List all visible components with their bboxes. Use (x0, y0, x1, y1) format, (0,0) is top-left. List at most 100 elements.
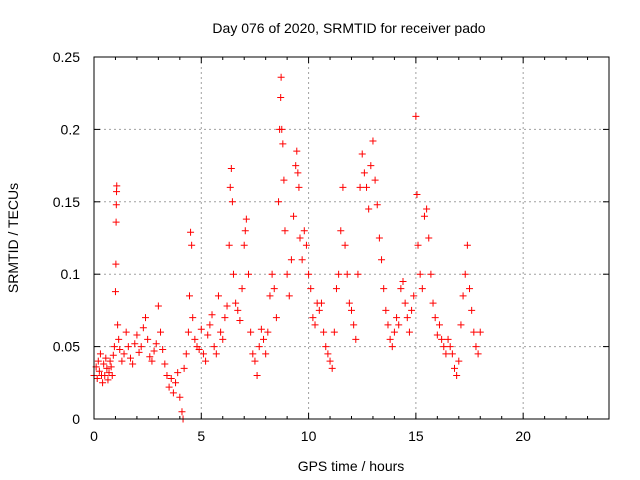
data-point (350, 321, 358, 329)
data-point (412, 112, 420, 120)
data-point (468, 306, 476, 314)
data-point (226, 183, 234, 191)
data-point (174, 369, 182, 377)
data-point (195, 345, 203, 353)
data-point (182, 350, 190, 358)
data-point (429, 299, 437, 307)
data-point (339, 183, 347, 191)
data-point (365, 205, 373, 213)
data-point (440, 343, 448, 351)
data-point (375, 234, 383, 242)
data-point (135, 348, 143, 356)
data-point (300, 227, 308, 235)
data-point (345, 299, 353, 307)
data-point (185, 292, 193, 300)
data-point (101, 372, 109, 380)
data-point (294, 169, 302, 177)
data-point (100, 360, 108, 368)
data-point (448, 350, 456, 358)
data-point (305, 270, 313, 278)
data-point (317, 299, 325, 307)
data-point (395, 321, 403, 329)
data-point (459, 292, 467, 300)
data-point (280, 176, 288, 184)
data-point (165, 383, 173, 391)
data-point (247, 328, 255, 336)
data-point (311, 321, 319, 329)
data-point (335, 270, 343, 278)
data-point (202, 357, 210, 365)
data-point (249, 350, 257, 358)
data-point (223, 302, 231, 310)
data-point (463, 241, 471, 249)
data-point (277, 73, 285, 81)
data-point (102, 354, 110, 362)
data-point (461, 270, 469, 278)
y-tick-label: 0.05 (53, 339, 80, 355)
data-point (290, 212, 298, 220)
data-point (386, 335, 394, 343)
data-point (343, 270, 351, 278)
data-point (399, 277, 407, 285)
data-point (191, 335, 199, 343)
data-point (236, 317, 244, 325)
data-point (332, 285, 340, 293)
data-point (262, 350, 270, 358)
data-point (197, 325, 205, 333)
data-point (378, 256, 386, 264)
data-point (108, 372, 116, 380)
data-point (293, 147, 301, 155)
data-point (431, 314, 439, 322)
data-point (266, 292, 274, 300)
data-point (427, 270, 435, 278)
data-point (159, 345, 167, 353)
data-point (322, 343, 330, 351)
data-points (90, 73, 484, 423)
data-point (444, 335, 452, 343)
data-point (240, 241, 248, 249)
data-point (208, 311, 216, 319)
data-point (142, 314, 149, 322)
data-point (476, 328, 484, 336)
data-point (225, 241, 233, 249)
data-point (107, 363, 115, 371)
data-point (328, 364, 336, 372)
data-point (94, 357, 102, 365)
data-point (99, 379, 107, 387)
data-point (420, 212, 428, 220)
data-point (384, 321, 392, 329)
data-point (382, 306, 390, 314)
data-point (418, 285, 426, 293)
data-point (324, 350, 332, 358)
data-point (245, 270, 252, 278)
data-point (414, 241, 422, 249)
data-point (358, 150, 366, 158)
data-point (330, 328, 338, 336)
data-point (105, 369, 113, 377)
data-point (298, 256, 306, 264)
data-point (268, 270, 276, 278)
data-point (131, 340, 139, 348)
data-point (113, 182, 121, 190)
axis-tick-labels: 0 5 10 15 20 0 0.05 0.1 0.15 0.2 0.25 (53, 49, 531, 444)
data-point (114, 321, 122, 329)
data-point (315, 306, 323, 314)
data-point (176, 393, 184, 401)
data-point (403, 314, 411, 322)
data-point (95, 367, 103, 375)
data-point (189, 314, 197, 322)
data-point (380, 285, 388, 293)
data-point (112, 260, 120, 268)
data-point (115, 335, 123, 343)
data-point (214, 292, 222, 300)
y-tick-label: 0 (72, 411, 80, 427)
x-axis-label: GPS time / hours (298, 458, 405, 474)
data-point (309, 314, 317, 322)
data-point (367, 162, 375, 170)
data-point (278, 125, 286, 133)
data-point (157, 328, 165, 336)
data-point (228, 198, 236, 206)
data-point (292, 162, 300, 170)
data-point (137, 343, 145, 351)
data-point (397, 285, 405, 293)
